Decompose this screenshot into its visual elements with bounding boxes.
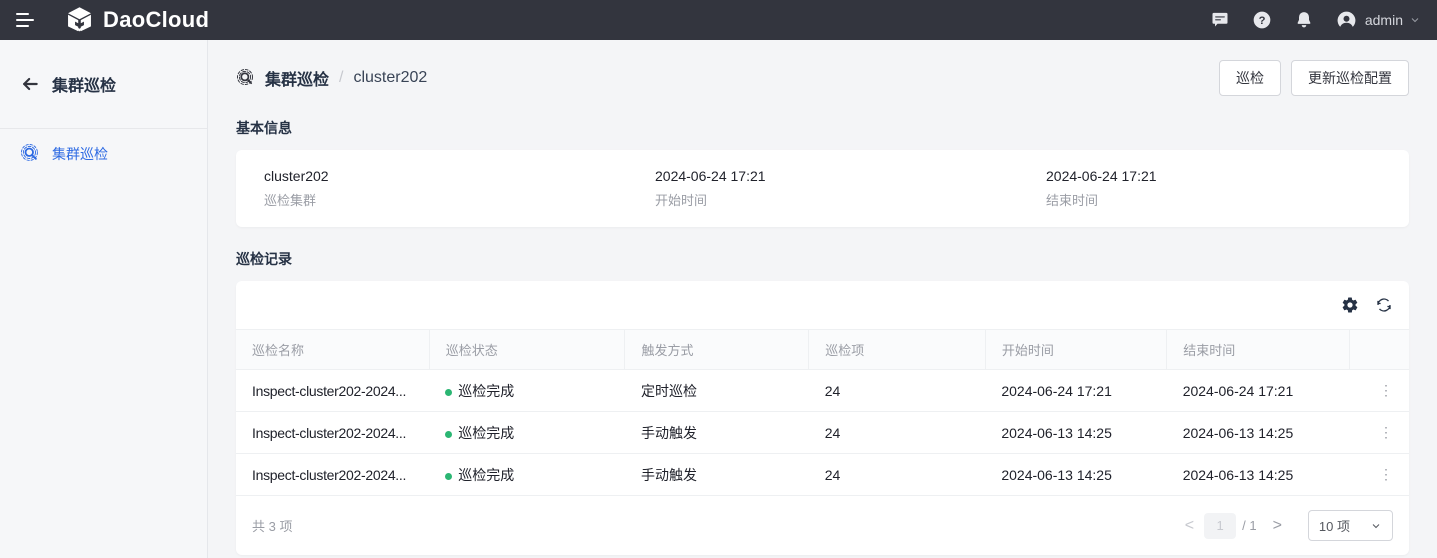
- svg-text:?: ?: [1258, 15, 1265, 27]
